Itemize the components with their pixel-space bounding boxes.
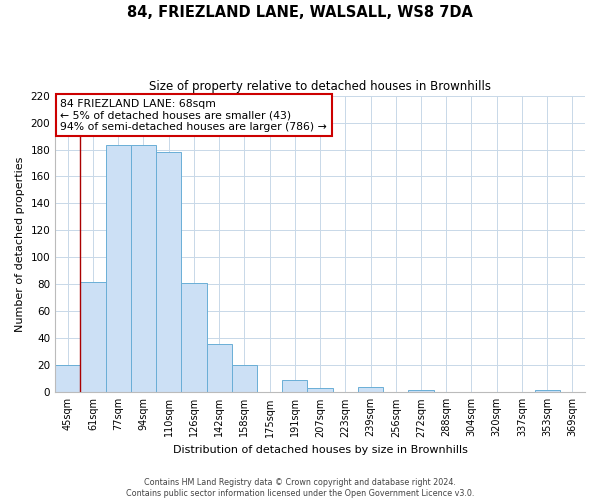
Bar bbox=[181, 283, 206, 393]
Bar bbox=[206, 344, 232, 392]
Bar bbox=[409, 390, 434, 392]
Text: 84 FRIEZLAND LANE: 68sqm
← 5% of detached houses are smaller (43)
94% of semi-de: 84 FRIEZLAND LANE: 68sqm ← 5% of detache… bbox=[61, 98, 327, 132]
Y-axis label: Number of detached properties: Number of detached properties bbox=[15, 156, 25, 332]
Bar bbox=[307, 388, 332, 392]
Bar bbox=[106, 146, 131, 392]
Bar bbox=[80, 282, 106, 393]
Bar bbox=[55, 366, 80, 392]
X-axis label: Distribution of detached houses by size in Brownhills: Distribution of detached houses by size … bbox=[173, 445, 467, 455]
Bar bbox=[131, 146, 156, 392]
Bar bbox=[535, 390, 560, 392]
Bar bbox=[232, 366, 257, 392]
Bar bbox=[282, 380, 307, 392]
Text: 84, FRIEZLAND LANE, WALSALL, WS8 7DA: 84, FRIEZLAND LANE, WALSALL, WS8 7DA bbox=[127, 5, 473, 20]
Text: Contains HM Land Registry data © Crown copyright and database right 2024.
Contai: Contains HM Land Registry data © Crown c… bbox=[126, 478, 474, 498]
Bar bbox=[156, 152, 181, 392]
Title: Size of property relative to detached houses in Brownhills: Size of property relative to detached ho… bbox=[149, 80, 491, 93]
Bar bbox=[358, 387, 383, 392]
